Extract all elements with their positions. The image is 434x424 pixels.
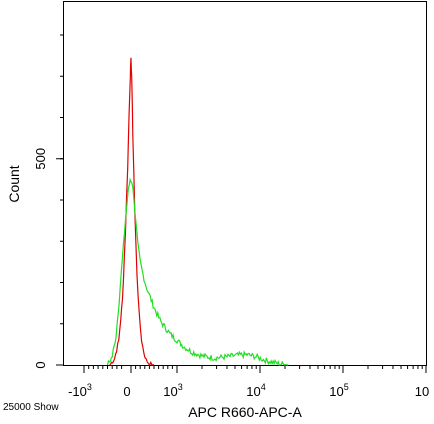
y-tick-label: 500	[33, 148, 48, 170]
x-axis-title: APC R660-APC-A	[188, 404, 302, 420]
x-tick-label: 10	[415, 384, 429, 399]
x-axis-ticks: -103 0 103 104 105 10	[68, 365, 429, 399]
y-tick-label: 0	[33, 361, 48, 368]
plot-frame	[63, 1, 427, 366]
x-tick-label: 0	[123, 384, 130, 399]
x-tick-label: 103	[163, 382, 182, 399]
x-tick-label: 105	[329, 382, 348, 399]
y-axis-ticks: 0 500	[33, 34, 64, 369]
histogram-series-1	[109, 57, 155, 367]
event-count-note: 25000 Show	[3, 402, 59, 413]
x-tick-label: -103	[68, 382, 92, 399]
series-layer	[106, 57, 289, 367]
histogram-series-2	[106, 177, 289, 366]
y-axis-title: Count	[6, 165, 22, 202]
x-tick-label: 104	[246, 382, 265, 399]
